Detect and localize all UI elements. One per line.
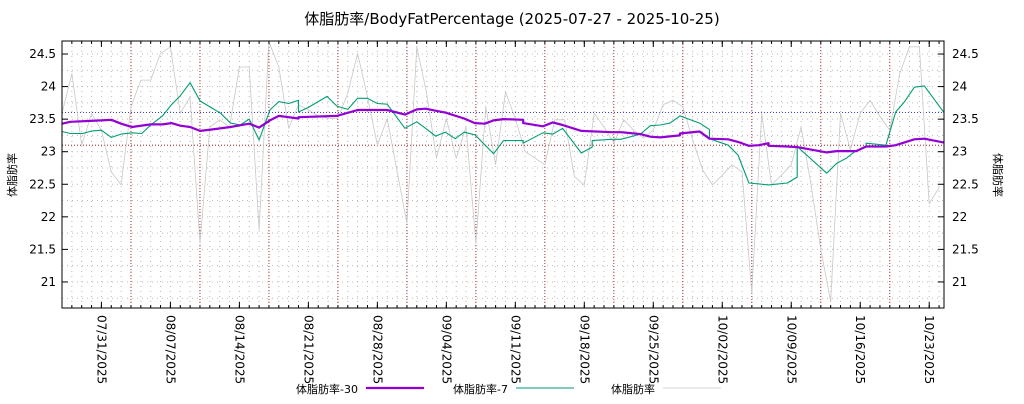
y-tick-label-left: 21.5 — [29, 242, 56, 256]
legend-label-1: 体脂肪率-7 — [453, 382, 508, 396]
y-tick-label-right: 23.5 — [952, 112, 979, 126]
y-tick-label-right: 22.5 — [952, 177, 979, 191]
x-tick-label: 09/18/2025 — [577, 315, 591, 384]
series-line-0 — [61, 107, 945, 154]
x-tick-label: 08/28/2025 — [370, 315, 384, 384]
legend: 体脂肪率-30 体脂肪率-7 体脂肪率 — [296, 382, 721, 396]
y-tick-label-left: 22.5 — [29, 177, 56, 191]
y-tick-label-right: 22 — [952, 210, 967, 224]
series-line-2 — [61, 41, 940, 302]
y-axis-label-right: 体脂肪率 — [991, 153, 1005, 197]
chart-title: 体脂肪率/BodyFatPercentage (2025-07-27 - 202… — [304, 10, 719, 28]
series-line-1 — [61, 82, 945, 186]
x-tick-label: 09/25/2025 — [646, 315, 660, 384]
grid — [62, 41, 944, 308]
y-tick-label-right: 21.5 — [952, 242, 979, 256]
x-tick-label: 10/02/2025 — [715, 315, 729, 384]
x-tick-label: 10/16/2025 — [853, 315, 867, 384]
y-tick-label-left: 24 — [41, 80, 56, 94]
y-tick-label-right: 24.5 — [952, 47, 979, 61]
axes: 21 21 21.5 21.5 22 22 22.5 22.5 23 23 23.5 23.5 24 24… — [29, 41, 979, 384]
plot-frame — [61, 40, 945, 309]
y-tick-label-left: 24.5 — [29, 47, 56, 61]
x-tick-label: 08/14/2025 — [232, 315, 246, 384]
y-tick-label-left: 21 — [41, 275, 56, 289]
x-tick-label: 10/23/2025 — [922, 315, 936, 384]
y-tick-label-right: 21 — [952, 275, 967, 289]
x-tick-label: 08/07/2025 — [163, 315, 177, 384]
legend-label-2: 体脂肪率 — [611, 382, 655, 396]
x-tick-label: 08/21/2025 — [301, 315, 315, 384]
legend-label-0: 体脂肪率-30 — [296, 382, 358, 396]
y-tick-label-right: 24 — [952, 80, 967, 94]
y-tick-label-left: 23 — [41, 145, 56, 159]
y-tick-label-left: 22 — [41, 210, 56, 224]
x-tick-label: 10/09/2025 — [784, 315, 798, 384]
x-tick-label: 09/11/2025 — [508, 315, 522, 384]
y-axis-label-left: 体脂肪率 — [5, 153, 19, 197]
y-tick-label-left: 23.5 — [29, 112, 56, 126]
y-tick-label-right: 23 — [952, 145, 967, 159]
x-tick-label: 09/04/2025 — [439, 315, 453, 384]
series-lines — [61, 41, 945, 302]
x-tick-label: 07/31/2025 — [94, 315, 108, 384]
